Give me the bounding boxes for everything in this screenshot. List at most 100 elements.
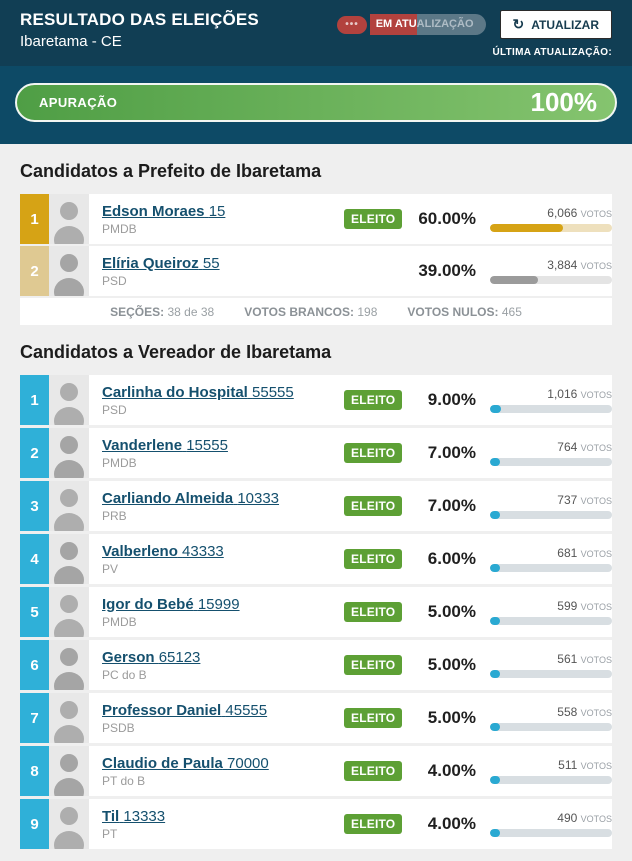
rank-badge: 7: [20, 693, 49, 743]
votes-column: 3,884 VOTOS: [476, 246, 612, 296]
votes-column: 599 VOTOS: [476, 587, 612, 637]
percent-value: 4.00%: [427, 814, 476, 833]
candidate-number: 55555: [252, 383, 294, 401]
votes-bar: [490, 670, 612, 678]
elected-badge: ELEITO: [344, 496, 403, 516]
candidate-photo: [49, 640, 89, 690]
rank-badge: 4: [20, 534, 49, 584]
party-label: PMDB: [102, 614, 137, 629]
votes-column: 1,016 VOTOS: [476, 375, 612, 425]
candidate-number: 15555: [186, 436, 228, 454]
candidate-name: Valberleno: [102, 542, 178, 560]
candidate-photo: [49, 746, 89, 796]
percent-value: 4.00%: [427, 761, 476, 780]
elected-badge: ELEITO: [344, 655, 403, 675]
candidate-link[interactable]: Gerson 65123: [102, 649, 344, 666]
candidate-name: Professor Daniel: [102, 701, 222, 719]
candidate-link[interactable]: Igor do Bebé 15999: [102, 596, 344, 613]
header-actions: ••• EM ATU ALIZAÇÃO ↻ ATUALIZAR ÚLTIMA ATU…: [337, 10, 612, 58]
candidate-info: Vanderlene 15555 PMDB: [89, 428, 344, 478]
candidate-name: Til: [102, 807, 120, 825]
candidate-link[interactable]: Edson Moraes 15: [102, 203, 344, 220]
refresh-icon: ↻: [512, 16, 525, 32]
rank-badge: 1: [20, 194, 49, 244]
council-candidate-row: 9 Til 13333 PT ELEITO 4.00% 490 VOTOS: [20, 799, 612, 849]
party-label: PRB: [102, 508, 127, 523]
votes-unit: VOTOS: [580, 209, 612, 219]
votes-value: 558: [557, 705, 578, 719]
elected-badge: ELEITO: [344, 209, 403, 229]
votes-unit: VOTOS: [580, 443, 612, 453]
council-candidate-row: 7 Professor Daniel 45555 PSDB ELEITO 5.0…: [20, 693, 612, 743]
votes-bar: [490, 829, 612, 837]
percent-value: 5.00%: [427, 708, 476, 727]
votes-bar: [490, 617, 612, 625]
mayor-section-title: Candidatos a Prefeito de Ibaretama: [20, 161, 322, 181]
council-candidate-row: 2 Vanderlene 15555 PMDB ELEITO 7.00% 764…: [20, 428, 612, 478]
votes-bar: [490, 723, 612, 731]
candidate-photo: [49, 375, 89, 425]
rank-badge: 6: [20, 640, 49, 690]
candidate-link[interactable]: Vanderlene 15555: [102, 437, 344, 454]
votes-unit: VOTOS: [580, 814, 612, 824]
rank-badge: 9: [20, 799, 49, 849]
elected-badge: ELEITO: [344, 443, 403, 463]
candidate-photo: [49, 693, 89, 743]
percent-value: 39.00%: [418, 261, 476, 280]
candidate-name: Vanderlene: [102, 436, 183, 454]
rank-badge: 2: [20, 428, 49, 478]
votes-bar: [490, 405, 612, 413]
party-label: PSD: [102, 273, 127, 288]
refresh-button-label: ATUALIZAR: [531, 17, 599, 32]
votes-bar-fill: [490, 276, 538, 284]
votes-bar: [490, 564, 612, 572]
candidate-link[interactable]: Carlinha do Hospital 55555: [102, 384, 344, 401]
candidate-number: 10333: [237, 489, 280, 507]
party-label: PMDB: [102, 221, 137, 236]
rank-badge: 1: [20, 375, 49, 425]
candidate-number: 45555: [225, 701, 268, 719]
apuracao-percent: 100%: [530, 87, 598, 117]
votes-bar-fill: [490, 458, 500, 466]
rank-badge: 8: [20, 746, 49, 796]
votes-unit: VOTOS: [580, 761, 612, 771]
candidate-link[interactable]: Valberleno 43333: [102, 543, 344, 560]
candidate-link[interactable]: Carliando Almeida 10333: [102, 490, 344, 507]
votes-value: 511: [558, 758, 578, 772]
last-update-label: ÚLTIMA ATUALIZAÇÃO:: [492, 47, 612, 58]
percent-value: 5.00%: [427, 602, 476, 621]
votes-bar-fill: [490, 405, 501, 413]
candidate-number: 70000: [227, 754, 269, 772]
votes-column: 6,066 VOTOS: [476, 194, 612, 244]
refresh-button[interactable]: ↻ ATUALIZAR: [499, 10, 612, 39]
candidate-info: Elíria Queiroz 55 PSD: [89, 246, 344, 296]
candidate-name: Edson Moraes: [102, 202, 205, 220]
party-label: PMDB: [102, 455, 137, 470]
mayor-candidate-row: 2 Elíria Queiroz 55 PSD 39.00% 3,884 VOT…: [20, 246, 612, 296]
party-label: PSD: [102, 402, 127, 417]
council-candidate-row: 3 Carliando Almeida 10333 PRB ELEITO 7.0…: [20, 481, 612, 531]
page-subtitle: Ibaretama - CE: [20, 33, 122, 50]
candidate-number: 65123: [158, 648, 201, 666]
council-candidate-row: 5 Igor do Bebé 15999 PMDB ELEITO 5.00% 5…: [20, 587, 612, 637]
votes-bar: [490, 276, 612, 284]
party-label: PSDB: [102, 720, 135, 735]
ellipsis-icon: •••: [337, 15, 367, 34]
council-candidate-row: 8 Claudio de Paula 70000 PT do B ELEITO …: [20, 746, 612, 796]
votes-unit: VOTOS: [580, 496, 612, 506]
stat-value: 38 de 38: [167, 304, 215, 319]
candidate-link[interactable]: Til 13333: [102, 808, 344, 825]
rank-badge: 5: [20, 587, 49, 637]
party-label: PC do B: [102, 667, 147, 682]
candidate-link[interactable]: Professor Daniel 45555: [102, 702, 344, 719]
apuracao-band: APURAÇÃO 100%: [0, 66, 632, 144]
candidate-link[interactable]: Claudio de Paula 70000: [102, 755, 344, 772]
votes-value: 764: [557, 440, 578, 454]
stat-value: 465: [501, 304, 522, 319]
candidate-photo: [49, 481, 89, 531]
candidate-photo: [49, 799, 89, 849]
votes-bar-fill: [490, 723, 500, 731]
votes-unit: VOTOS: [580, 602, 612, 612]
candidate-link[interactable]: Elíria Queiroz 55: [102, 255, 344, 272]
candidate-name: Gerson: [102, 648, 155, 666]
